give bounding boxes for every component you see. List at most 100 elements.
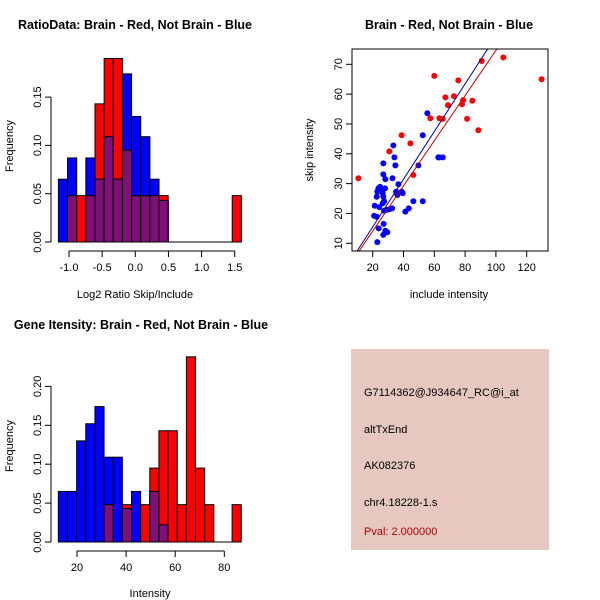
red-bar <box>195 467 206 543</box>
y-tick-label: 60 <box>333 88 345 100</box>
y-tick-label: 0.15 <box>32 415 44 436</box>
red-fit-line <box>358 49 498 251</box>
blue-point <box>399 190 406 197</box>
y-tick-label: 70 <box>333 58 345 70</box>
blue-point <box>395 181 402 188</box>
overlap-bar <box>140 195 151 243</box>
y-tick-label: 0.20 <box>32 376 44 397</box>
overlap-bar <box>112 178 123 243</box>
blue-point <box>374 239 381 246</box>
blue-bar <box>94 406 105 543</box>
red-point <box>386 148 393 155</box>
intensity-hist-xlabel: Intensity <box>130 588 171 600</box>
overlap-bar <box>94 178 105 243</box>
blue-point <box>419 198 426 205</box>
y-tick-label: 20 <box>333 207 345 219</box>
x-tick-label: 60 <box>428 262 440 274</box>
blue-point <box>371 202 378 209</box>
blue-point <box>375 225 382 232</box>
overlap-bar <box>103 136 114 243</box>
red-bar <box>231 504 242 543</box>
blue-point <box>392 162 399 169</box>
overlap-bar <box>103 504 114 543</box>
blue-point <box>390 142 397 149</box>
blue-bar <box>112 456 123 543</box>
blue-point <box>380 193 387 200</box>
red-bar <box>204 504 215 543</box>
blue-point <box>389 205 396 212</box>
red-point <box>431 72 438 79</box>
y-tick-label: 0.00 <box>32 231 44 252</box>
red-bar <box>176 504 187 543</box>
blue-bar <box>57 490 68 543</box>
ratio-hist-title: RatioData: Brain - Red, Not Brain - Blue <box>18 18 252 32</box>
blue-fit-line <box>356 49 489 251</box>
x-tick-label: 0.0 <box>128 262 143 274</box>
blue-point <box>389 175 396 182</box>
overlap-bar <box>149 195 160 243</box>
y-tick-label: 0.10 <box>32 135 44 156</box>
red-point <box>500 54 507 61</box>
y-tick-label: 0.10 <box>32 453 44 474</box>
x-tick-label: 80 <box>218 562 230 574</box>
overlap-bar <box>121 149 133 243</box>
scatter-title: Brain - Red, Not Brain - Blue <box>365 18 533 32</box>
blue-point <box>373 193 380 200</box>
red-bar <box>140 504 151 543</box>
x-tick-label: 120 <box>518 262 536 274</box>
blue-point <box>419 132 426 139</box>
y-tick-label: 0.15 <box>32 86 44 107</box>
red-point <box>407 140 414 147</box>
y-tick-label: 0.05 <box>32 183 44 204</box>
x-tick-label: 0.5 <box>161 262 176 274</box>
blue-point <box>380 160 387 167</box>
blue-point <box>382 176 389 183</box>
blue-bar <box>57 178 69 243</box>
scatter-ylabel: skip intensity <box>304 118 316 181</box>
overlap-bar <box>131 195 142 243</box>
event-type: altTxEnd <box>364 424 408 436</box>
blue-point <box>380 220 387 227</box>
plot-frame <box>351 48 549 252</box>
blue-point <box>376 204 383 211</box>
red-point <box>469 97 476 104</box>
red-point <box>475 127 482 134</box>
overlap-bar <box>67 195 78 243</box>
x-tick-label: 40 <box>397 262 409 274</box>
y-tick-label: 10 <box>333 237 345 249</box>
x-tick-label: 60 <box>169 562 181 574</box>
x-tick-label: 20 <box>71 562 83 574</box>
overlap-bar <box>158 524 169 543</box>
blue-bar <box>76 440 87 543</box>
red-point <box>427 115 434 122</box>
blue-bar <box>66 490 78 543</box>
y-tick-label: 40 <box>333 148 345 160</box>
blue-point <box>374 188 381 195</box>
intensity-histogram: 0.00 0.05 0.10 0.15 0.20 20 40 60 80 <box>32 356 242 574</box>
blue-point <box>382 185 389 192</box>
genomic-location: chr4.18228-1.s <box>364 497 438 509</box>
ratio-hist-xlabel: Log2 Ratio Skip/Include <box>77 289 193 301</box>
red-point <box>538 76 545 83</box>
red-point <box>355 175 362 182</box>
blue-point <box>380 171 387 178</box>
ratio-histogram: 0.00 0.05 0.10 0.15 -1.0 -0.5 0.0 0.5 1.0 1.5 <box>32 57 242 274</box>
blue-bar <box>131 490 142 543</box>
red-point <box>464 115 471 122</box>
accession: AK082376 <box>364 460 416 472</box>
overlap-bar <box>121 508 133 543</box>
probe-info-panel: G7114362@J934647_RC@i_at altTxEnd AK0823… <box>351 349 549 550</box>
red-point <box>445 102 452 109</box>
red-bar <box>185 356 197 543</box>
y-tick-label: 50 <box>333 118 345 130</box>
red-point <box>442 94 449 101</box>
red-point <box>398 132 405 139</box>
scatter-xlabel: include intensity <box>410 289 489 301</box>
x-tick-label: 40 <box>120 562 132 574</box>
x-tick-label: 80 <box>459 262 471 274</box>
scatter-plot: 20 40 60 80 100 120 10 20 30 40 50 60 70 <box>333 48 549 274</box>
blue-point <box>439 154 446 161</box>
x-tick-label: 1.0 <box>194 262 209 274</box>
red-bar <box>76 195 87 243</box>
